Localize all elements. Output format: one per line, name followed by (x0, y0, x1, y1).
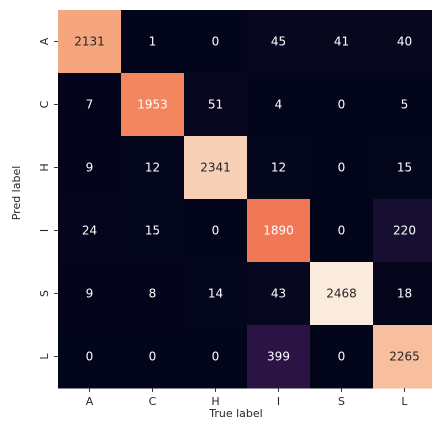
cell-value-label: 12 (271, 161, 286, 175)
cell-value-label: 2131 (74, 35, 105, 49)
y-tick-label: C (38, 100, 51, 108)
heatmap-cell (58, 325, 122, 389)
cell-value-label: 12 (145, 161, 160, 175)
heatmap-cell (121, 262, 185, 326)
heatmap-cell (121, 325, 185, 389)
heatmap-cell (247, 325, 311, 389)
y-axis-label: Pred label (10, 166, 23, 221)
cell-value-label: 0 (212, 350, 220, 364)
heatmap-cell (247, 199, 311, 263)
heatmap-cell (310, 325, 374, 389)
cell-value-label: 24 (82, 224, 97, 238)
cell-value-label: 0 (149, 350, 157, 364)
x-axis-label: True label (208, 407, 262, 420)
heatmap-cell (247, 73, 311, 137)
y-tick-label: L (38, 353, 51, 360)
y-tick-label: S (38, 290, 51, 297)
cell-value-label: 9 (86, 287, 94, 301)
heatmap-cell (247, 10, 311, 74)
heatmap-cell (373, 136, 432, 200)
heatmap-cell (310, 73, 374, 137)
cell-value-label: 45 (271, 35, 286, 49)
cell-value-label: 0 (338, 161, 346, 175)
heatmap-cell (247, 262, 311, 326)
cell-value-label: 8 (149, 287, 157, 301)
cell-value-label: 18 (397, 287, 412, 301)
heatmap-cell (310, 262, 374, 326)
cell-value-label: 9 (86, 161, 94, 175)
cell-value-label: 40 (397, 35, 412, 49)
heatmap-cell (373, 73, 432, 137)
heatmap-cell (121, 10, 185, 74)
heatmap-cell (184, 136, 248, 200)
heatmap-cell (58, 10, 122, 74)
cell-value-label: 2265 (389, 350, 420, 364)
cell-value-label: 220 (393, 224, 416, 238)
cell-value-label: 0 (338, 224, 346, 238)
cell-value-label: 14 (208, 287, 223, 301)
heatmap-cell (58, 73, 122, 137)
heatmap-cell (184, 73, 248, 137)
cell-value-label: 0 (338, 350, 346, 364)
heatmap-cell (121, 73, 185, 137)
cell-value-label: 2468 (326, 287, 357, 301)
x-tick-label: L (401, 395, 408, 408)
cell-value-label: 0 (212, 224, 220, 238)
heatmap-cell (310, 199, 374, 263)
heatmap-cell (184, 325, 248, 389)
cell-value-label: 399 (267, 350, 290, 364)
y-tick-label: A (38, 37, 51, 45)
x-tick-label: H (211, 395, 219, 408)
heatmap-cell (373, 199, 432, 263)
cell-value-label: 0 (86, 350, 94, 364)
y-tick-label: H (38, 163, 51, 171)
heatmap-cell (310, 136, 374, 200)
heatmap-cell (184, 10, 248, 74)
x-tick-label: A (86, 395, 94, 408)
heatmap-cell (184, 199, 248, 263)
heatmap-cell (310, 10, 374, 74)
cell-value-label: 2341 (200, 161, 231, 175)
heatmap-cell (58, 199, 122, 263)
heatmap-cell (373, 10, 432, 74)
cell-value-label: 43 (271, 287, 286, 301)
x-tick-label: C (149, 395, 157, 408)
cell-value-label: 51 (208, 98, 223, 112)
heatmap-cell (184, 262, 248, 326)
heatmap-cell (58, 262, 122, 326)
cell-value-label: 5 (401, 98, 409, 112)
cell-value-label: 1 (149, 35, 157, 49)
cell-value-label: 7 (86, 98, 94, 112)
cell-value-label: 1953 (137, 98, 168, 112)
cell-value-label: 15 (145, 224, 160, 238)
heatmap-cell (121, 136, 185, 200)
cell-value-label: 4 (275, 98, 283, 112)
heatmap-cell (247, 136, 311, 200)
x-tick-label: S (338, 395, 345, 408)
x-tick-label: I (277, 395, 280, 408)
heatmap-cell (373, 325, 432, 389)
cell-value-label: 15 (397, 161, 412, 175)
cell-value-label: 41 (334, 35, 349, 49)
heatmap-cell (373, 262, 432, 326)
cell-value-label: 0 (212, 35, 220, 49)
heatmap-cell (121, 199, 185, 263)
y-tick-label: I (38, 229, 51, 232)
cell-value-label: 1890 (263, 224, 294, 238)
heatmap-cell (58, 136, 122, 200)
cell-value-label: 0 (338, 98, 346, 112)
y-axis-ticks: A C H I S L (38, 37, 58, 360)
